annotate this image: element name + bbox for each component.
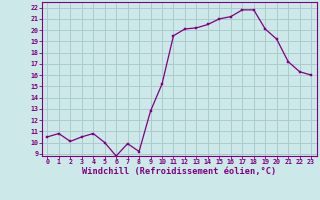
X-axis label: Windchill (Refroidissement éolien,°C): Windchill (Refroidissement éolien,°C) [82,167,276,176]
